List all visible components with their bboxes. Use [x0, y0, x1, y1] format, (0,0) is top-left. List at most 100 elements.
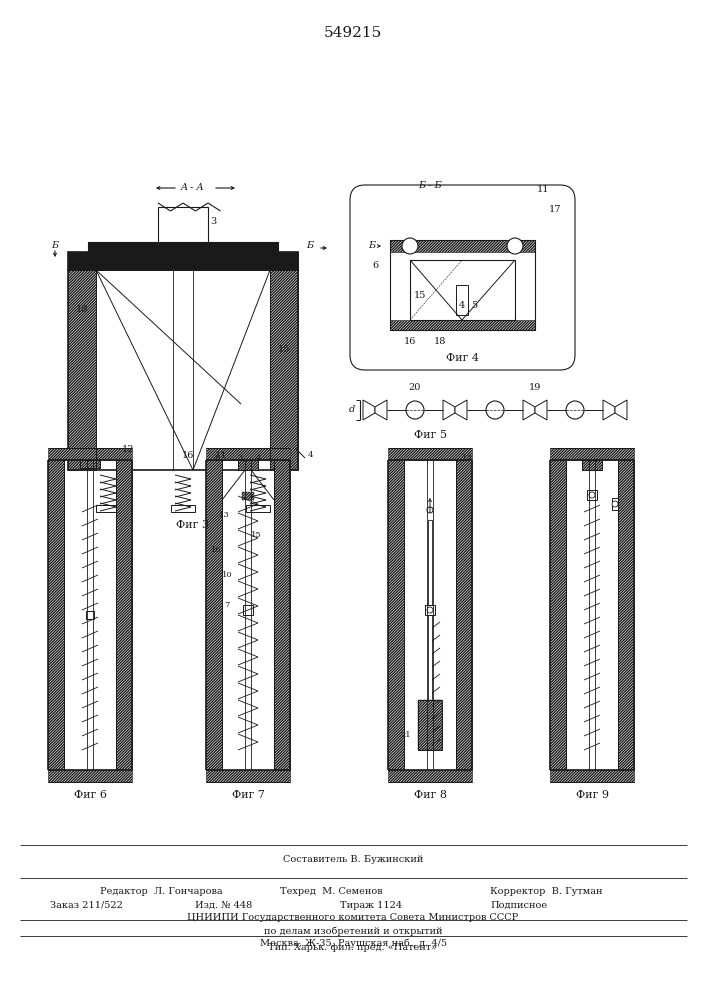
- Text: 10: 10: [222, 571, 233, 579]
- Text: 16: 16: [211, 546, 221, 554]
- Bar: [428, 520, 432, 750]
- Polygon shape: [523, 400, 535, 420]
- Bar: [456, 285, 468, 315]
- Bar: [388, 448, 472, 460]
- Text: 11: 11: [215, 450, 227, 460]
- Polygon shape: [375, 400, 387, 420]
- Text: Заказ 211/522: Заказ 211/522: [50, 900, 123, 910]
- Polygon shape: [615, 400, 627, 420]
- Bar: [206, 448, 290, 460]
- Bar: [80, 460, 100, 468]
- Bar: [388, 460, 404, 770]
- Circle shape: [486, 401, 504, 419]
- Text: 6: 6: [372, 260, 378, 269]
- Bar: [206, 770, 290, 782]
- Text: Фиг 4: Фиг 4: [445, 353, 479, 363]
- Polygon shape: [443, 400, 455, 420]
- Bar: [171, 505, 195, 512]
- Bar: [456, 460, 472, 770]
- Text: 549215: 549215: [324, 26, 382, 40]
- Text: Корректор  В. Гутман: Корректор В. Гутман: [490, 888, 602, 896]
- Text: Фиг 7: Фиг 7: [232, 790, 264, 800]
- Polygon shape: [535, 400, 547, 420]
- Text: Фиг 5: Фиг 5: [414, 430, 447, 440]
- Text: Б: Б: [306, 241, 314, 250]
- Text: 3: 3: [210, 218, 216, 227]
- Text: Техред  М. Семенов: Техред М. Семенов: [280, 888, 382, 896]
- Circle shape: [427, 607, 433, 613]
- Bar: [418, 700, 442, 750]
- Circle shape: [612, 501, 618, 507]
- Circle shape: [507, 238, 523, 254]
- Bar: [96, 270, 270, 470]
- Text: Б - Б: Б - Б: [418, 180, 442, 190]
- Bar: [618, 460, 634, 770]
- Text: Редактор  Л. Гончарова: Редактор Л. Гончарова: [100, 888, 223, 896]
- Text: 16: 16: [404, 338, 416, 347]
- Bar: [48, 448, 132, 460]
- Text: 17: 17: [549, 206, 561, 215]
- Text: ЦНИИПИ Государственного комитета Совета Министров СССР: ЦНИИПИ Государственного комитета Совета …: [187, 914, 519, 922]
- Bar: [274, 460, 290, 770]
- Bar: [68, 270, 96, 470]
- Polygon shape: [603, 400, 615, 420]
- Bar: [587, 490, 597, 500]
- Text: Тираж 1124: Тираж 1124: [340, 900, 402, 910]
- Bar: [88, 242, 278, 252]
- Bar: [48, 460, 64, 770]
- Bar: [243, 605, 253, 615]
- Text: 4: 4: [255, 454, 261, 462]
- Text: Тип. Харьк. фил. пред. «Патент»: Тип. Харьк. фил. пред. «Патент»: [269, 944, 438, 952]
- Text: Б: Б: [52, 241, 59, 250]
- Polygon shape: [363, 400, 375, 420]
- Bar: [582, 460, 602, 470]
- Bar: [242, 492, 254, 500]
- Text: Москва, Ж-35, Раушская наб., д. 4/5: Москва, Ж-35, Раушская наб., д. 4/5: [259, 938, 447, 948]
- Text: по делам изобретений и открытий: по делам изобретений и открытий: [264, 926, 443, 936]
- Text: 12: 12: [122, 446, 134, 454]
- Text: 21: 21: [401, 731, 411, 739]
- Text: 11: 11: [537, 186, 549, 194]
- Circle shape: [566, 401, 584, 419]
- Text: 4: 4: [459, 300, 465, 310]
- Text: 18: 18: [434, 338, 446, 347]
- Text: 15: 15: [414, 290, 426, 300]
- Text: 20: 20: [409, 383, 421, 392]
- Bar: [158, 207, 208, 242]
- Text: 15: 15: [278, 346, 290, 355]
- Bar: [390, 240, 535, 330]
- Text: 16: 16: [182, 450, 194, 460]
- Circle shape: [589, 492, 595, 498]
- Bar: [238, 460, 258, 470]
- Bar: [550, 448, 634, 460]
- Text: Фиг 3: Фиг 3: [177, 520, 209, 530]
- Bar: [550, 770, 634, 782]
- Text: 4: 4: [308, 451, 312, 459]
- Bar: [582, 460, 602, 470]
- Text: Фиг 6: Фиг 6: [74, 790, 107, 800]
- Bar: [390, 320, 535, 330]
- Text: 13: 13: [218, 511, 229, 519]
- Circle shape: [406, 401, 424, 419]
- Text: d: d: [349, 406, 355, 414]
- Bar: [612, 498, 618, 510]
- Bar: [390, 240, 535, 252]
- Bar: [388, 770, 472, 782]
- Text: 7: 7: [224, 601, 230, 609]
- Bar: [270, 270, 298, 470]
- Text: 19: 19: [529, 383, 541, 392]
- Text: 8: 8: [214, 454, 220, 462]
- Bar: [88, 242, 278, 252]
- Bar: [68, 252, 298, 270]
- FancyBboxPatch shape: [350, 185, 575, 370]
- Polygon shape: [455, 400, 467, 420]
- Text: 3: 3: [238, 454, 243, 462]
- Bar: [246, 505, 270, 512]
- Text: 13: 13: [462, 454, 472, 462]
- Text: 19: 19: [212, 257, 224, 266]
- Bar: [206, 460, 222, 770]
- Bar: [116, 460, 132, 770]
- Text: Фиг 9: Фиг 9: [575, 790, 609, 800]
- Text: Составитель В. Бужинский: Составитель В. Бужинский: [283, 856, 423, 864]
- Text: Подписное: Подписное: [490, 900, 547, 910]
